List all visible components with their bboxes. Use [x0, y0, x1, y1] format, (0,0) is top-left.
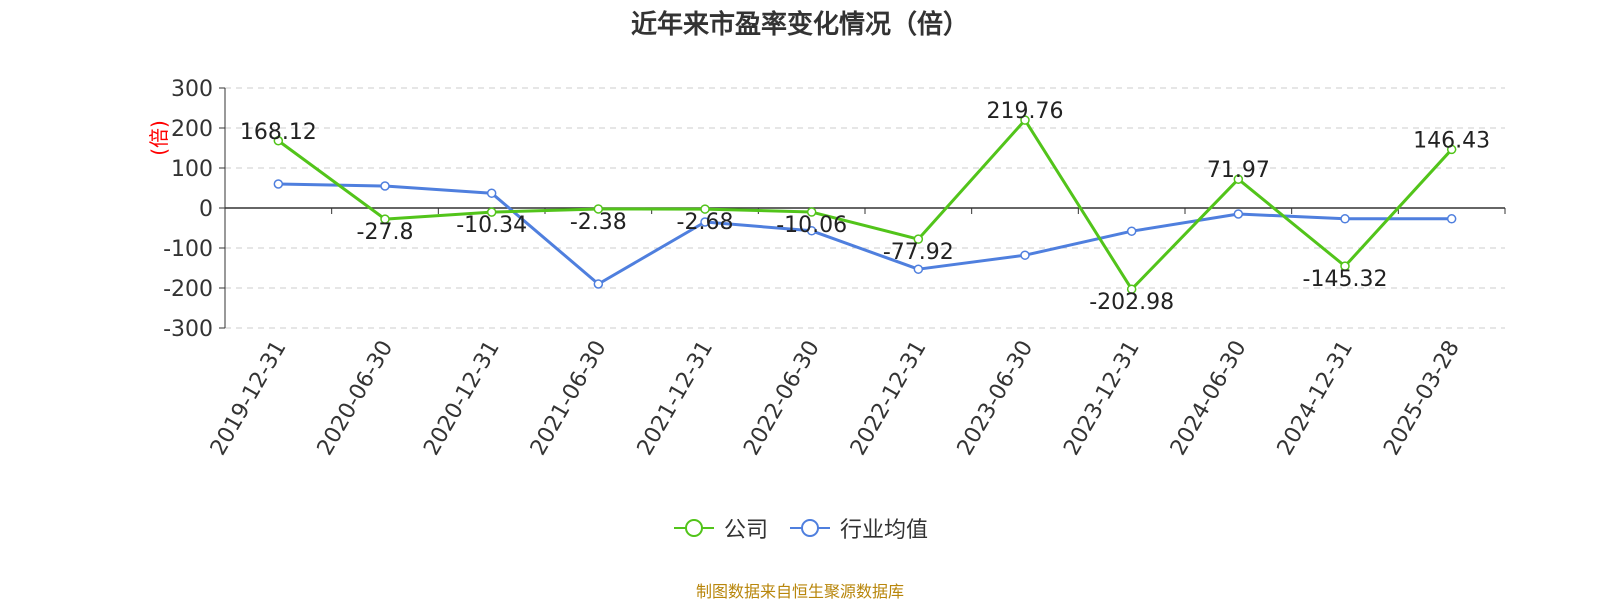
series-line-industry-avg — [278, 182, 1452, 286]
data-point-industry-avg — [1340, 214, 1350, 224]
data-label-company: -27.8 — [357, 220, 414, 245]
data-label-company: -2.38 — [570, 210, 627, 235]
data-point-industry-avg — [1446, 214, 1457, 224]
series-lines — [273, 115, 1457, 294]
data-point-company — [593, 204, 604, 214]
data-label-company: -2.68 — [677, 210, 734, 235]
data-point-company — [1340, 261, 1350, 271]
y-tick-label: 100 — [171, 157, 213, 182]
series-line-company — [277, 118, 1453, 291]
x-tick-label: 2022-06-30 — [739, 337, 825, 460]
data-point-industry-avg — [806, 226, 817, 236]
data-point-company — [1020, 115, 1030, 125]
data-point-company — [1233, 174, 1244, 184]
x-tick-label: 2025-03-28 — [1379, 337, 1465, 460]
x-tick-label: 2024-06-30 — [1166, 337, 1252, 460]
legend-label-company: 公司 — [723, 518, 768, 543]
x-tick-label: 2023-06-30 — [953, 337, 1039, 460]
x-tick-label: 2022-12-31 — [846, 337, 932, 460]
y-tick-label: -100 — [163, 237, 213, 262]
data-label-company: 168.12 — [240, 120, 317, 145]
data-label-company: -145.32 — [1303, 267, 1388, 292]
legend-label-industry-avg: 行业均值 — [840, 518, 929, 543]
data-point-company — [273, 136, 284, 146]
y-axis-title: (倍) — [147, 120, 171, 156]
data-point-company — [380, 214, 390, 224]
y-tick-label: -200 — [163, 277, 213, 302]
x-tick-label: 2021-12-31 — [633, 337, 719, 460]
legend-item-company[interactable]: 公司 — [672, 512, 768, 544]
x-tick-label: 2023-12-31 — [1059, 337, 1145, 460]
x-tick-label: 2024-12-31 — [1273, 337, 1359, 460]
legend: 公司 行业均值 — [0, 512, 1600, 544]
data-point-industry-avg — [273, 179, 284, 189]
data-label-company: -10.34 — [456, 213, 527, 238]
x-tick-label: 2019-12-31 — [206, 337, 292, 460]
data-point-company — [700, 204, 710, 214]
data-point-company — [486, 207, 497, 217]
y-tick-label: 300 — [171, 77, 213, 102]
data-labels: 168.12 -27.8 -10.34 -2.38 -2.68 -10.06 -77.92 2… — [240, 99, 1490, 315]
chart-title: 近年来市盈率变化情况（倍） — [630, 10, 969, 40]
data-point-company — [1126, 284, 1137, 294]
data-label-company: 71.97 — [1207, 158, 1270, 183]
data-point-industry-avg — [1126, 226, 1137, 236]
x-tick-label: 2020-12-31 — [419, 337, 505, 460]
source-note: 制图数据来自恒生聚源数据库 — [695, 582, 904, 601]
data-label-company: 219.76 — [987, 99, 1064, 124]
y-tick-label: 200 — [171, 117, 213, 142]
legend-item-industry-avg[interactable]: 行业均值 — [788, 512, 928, 544]
legend-industry-icon — [790, 519, 830, 537]
y-tick-label: -300 — [163, 317, 213, 342]
legend-company-icon — [673, 519, 714, 537]
data-point-industry-avg — [593, 279, 604, 289]
y-tick-label: 0 — [199, 197, 213, 222]
data-point-industry-avg — [380, 181, 390, 191]
data-label-company: -202.98 — [1089, 290, 1174, 315]
x-tick-label: 2020-06-30 — [313, 337, 399, 460]
data-point-industry-avg — [913, 264, 924, 274]
x-tick-label: 2021-06-30 — [526, 337, 612, 460]
data-point-company — [806, 207, 817, 217]
data-point-industry-avg — [1233, 209, 1244, 219]
data-point-company — [1446, 144, 1457, 155]
data-label-company: 146.43 — [1413, 128, 1490, 153]
data-point-industry-avg — [700, 217, 710, 227]
data-point-company — [913, 234, 924, 244]
data-label-company: -77.92 — [883, 240, 954, 265]
data-point-industry-avg — [1020, 250, 1030, 260]
data-point-industry-avg — [486, 188, 497, 198]
grid-lines — [225, 87, 1505, 329]
data-label-company: -10.06 — [776, 213, 847, 238]
